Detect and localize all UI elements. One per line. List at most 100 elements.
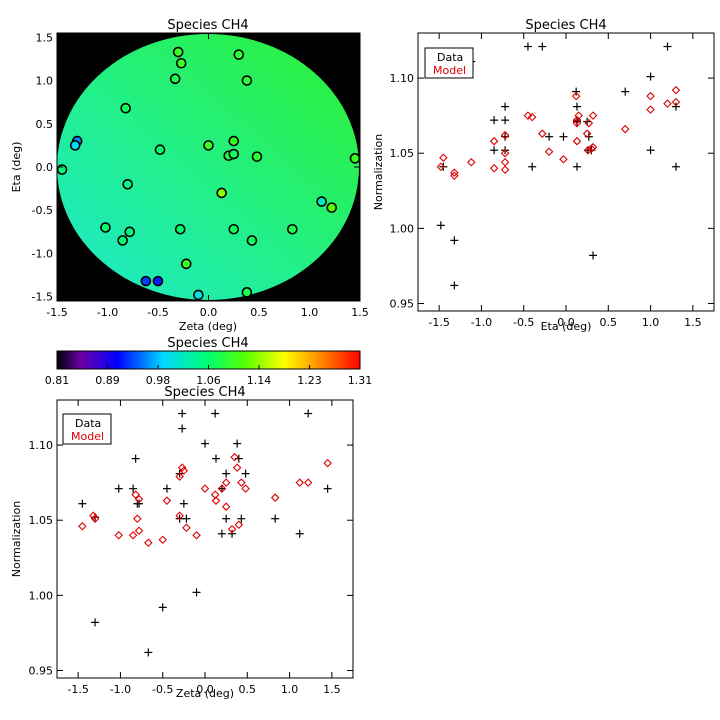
map-point: [251, 151, 263, 162]
eta-xtick-label: 0.5: [600, 316, 618, 329]
zeta-model-point: [179, 466, 189, 475]
map-xtick-label: 0.0: [200, 306, 218, 319]
map-point: [228, 135, 240, 147]
eta-data-point: [501, 102, 510, 111]
eta-ytick-label: 1.10: [390, 72, 415, 85]
zeta-xtick-label: -1.5: [67, 683, 88, 696]
map-point: [154, 144, 166, 156]
zeta-ytick-label: 1.00: [29, 589, 54, 602]
eta-model-point: [538, 129, 547, 138]
zeta-model-point: [134, 494, 144, 504]
eta-model-point: [583, 145, 593, 155]
eta-data-point: [490, 146, 499, 155]
map-point: [233, 49, 245, 60]
map-point: [120, 102, 131, 114]
map-point: [152, 275, 164, 287]
eta-xtick-label: -1.5: [428, 316, 449, 329]
zeta-ylabel: Normalization: [10, 501, 23, 577]
zeta-model-point: [89, 511, 98, 520]
zeta-data-point: [217, 484, 226, 493]
zeta-model-point: [241, 484, 250, 493]
eta-model-point: [584, 118, 594, 128]
eta-model-point: [574, 111, 583, 120]
eta-data-point: [559, 132, 568, 141]
zeta-model-point: [131, 490, 140, 499]
eta-data-point: [646, 146, 655, 155]
eta-data-point: [439, 162, 448, 171]
map-point: [117, 235, 128, 246]
map-xtick-label: -1.0: [97, 306, 118, 319]
zeta-data-point: [222, 469, 231, 478]
eta-model-point: [436, 162, 446, 172]
eta-model-point: [439, 153, 448, 163]
map-xtick-label: 0.5: [250, 306, 268, 319]
eta-model-point: [559, 154, 568, 164]
zeta-panel: Species CH4 -1.5 -1.0 -0.5 0.0 0.5 1.0 1.5 0.95…: [10, 385, 354, 700]
eta-model-point: [620, 124, 630, 134]
zeta-data-point: [222, 514, 231, 523]
eta-model-point: [489, 163, 499, 173]
map-point: [100, 222, 111, 233]
eta-title: Species CH4: [525, 18, 606, 33]
zeta-model-point: [90, 514, 100, 523]
eta-xtick-label: 1.0: [642, 316, 660, 329]
map-ytick-label: 0.0: [36, 161, 54, 174]
eta-legend-data: Data: [437, 51, 463, 64]
eta-model-point: [646, 105, 655, 114]
map-point: [228, 223, 240, 235]
zeta-data-point: [78, 499, 87, 508]
zeta-data-point: [201, 439, 209, 448]
eta-data-point: [436, 221, 445, 230]
zeta-model-point: [144, 538, 153, 548]
eta-model-point: [523, 111, 533, 120]
eta-xtick-label: 0.0: [557, 316, 575, 329]
map-point: [246, 235, 258, 246]
eta-data-point: [450, 281, 459, 290]
zeta-xtick-label: 1.5: [323, 683, 341, 696]
map-point: [57, 164, 68, 175]
map-point: [349, 153, 360, 164]
zeta-model-point: [177, 463, 187, 472]
zeta-model-point: [200, 484, 210, 493]
zeta-legend: Data Model: [62, 413, 112, 445]
zeta-model-point: [78, 521, 87, 531]
colorbar-tick-label: 1.31: [348, 374, 373, 387]
zeta-data-point: [178, 409, 187, 418]
eta-model-point: [500, 165, 510, 175]
zeta-model-point: [175, 511, 184, 520]
zeta-model-point: [221, 502, 231, 511]
map-point: [203, 140, 214, 151]
map-point: [140, 275, 152, 287]
zeta-data-point: [241, 469, 250, 478]
eta-model-point: [544, 147, 554, 156]
eta-data-point: [523, 42, 532, 51]
zeta-model-point: [237, 478, 246, 487]
map-point: [287, 223, 298, 235]
zeta-data-point: [158, 603, 167, 612]
zeta-data-point: [233, 439, 242, 448]
map-ytick-label: -1.0: [32, 247, 53, 260]
zeta-model-point: [227, 524, 237, 534]
colorbar-tick-label: 0.98: [146, 374, 171, 387]
eta-model-point: [572, 118, 582, 128]
zeta-model-point: [323, 458, 332, 468]
zeta-data-point: [129, 484, 138, 493]
zeta-data-point: [271, 514, 280, 523]
eta-model-point: [500, 130, 510, 140]
map-panel: Species CH4 -1.5 -1.0 -0.5 0.0 0.5 1.0 1.5 -1.5…: [10, 18, 369, 333]
eta-data-point: [671, 102, 680, 111]
zeta-data-point: [237, 514, 246, 523]
eta-model-point: [587, 144, 596, 153]
zeta-model-point: [221, 478, 231, 487]
zeta-ytick-label: 1.05: [29, 514, 54, 527]
zeta-legend-model: Model: [71, 430, 104, 443]
map-point: [124, 226, 136, 238]
map-point: [175, 57, 187, 69]
zeta-model-point: [182, 523, 191, 533]
zeta-data-point: [178, 424, 187, 433]
eta-model-point: [646, 91, 655, 101]
map-point: [174, 223, 186, 235]
zeta-data-point: [114, 484, 123, 493]
zeta-model-point: [114, 530, 124, 540]
eta-frame: [417, 32, 715, 312]
